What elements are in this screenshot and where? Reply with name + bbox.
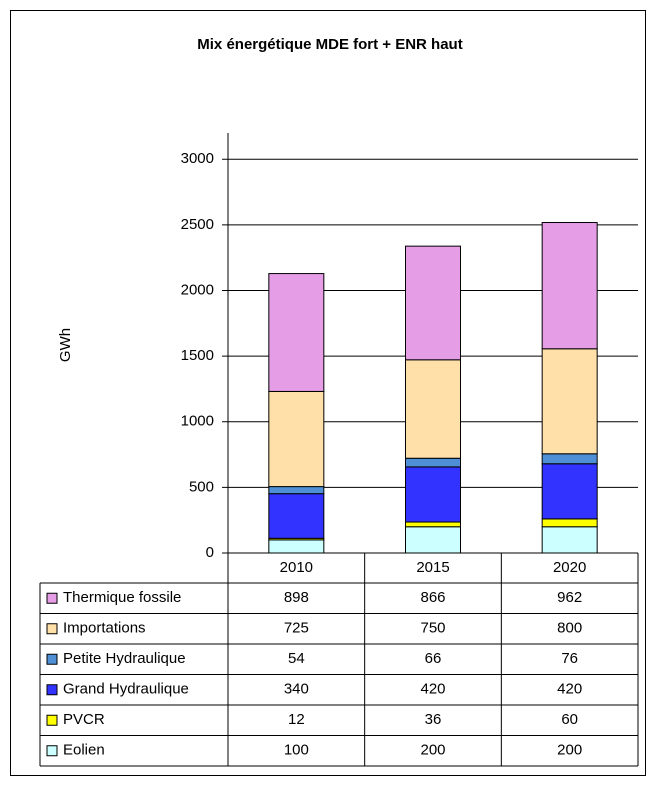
table-value: 340 [284, 681, 309, 698]
x-tick-label: 2015 [416, 559, 449, 576]
y-tick-label: 1000 [181, 413, 214, 430]
bar-segment [268, 273, 325, 392]
legend-key [46, 684, 58, 696]
table-value: 36 [425, 711, 442, 728]
table-value: 962 [557, 589, 582, 606]
legend-key [46, 745, 58, 757]
table-value: 54 [288, 650, 305, 667]
y-tick-label: 0 [206, 544, 214, 561]
legend-key [46, 653, 58, 665]
legend-key [46, 714, 58, 726]
table-value: 866 [420, 589, 445, 606]
bar-segment [405, 466, 461, 523]
table-value: 800 [557, 620, 582, 637]
bar-segment [268, 493, 325, 539]
table-value: 725 [284, 620, 309, 637]
legend-label: Grand Hydraulique [63, 681, 189, 698]
y-axis-label: GWh [57, 328, 74, 362]
bar-segment [405, 245, 461, 361]
table-value: 420 [420, 681, 445, 698]
legend-label: Eolien [63, 742, 105, 759]
bar-segment [541, 526, 598, 554]
legend-key [46, 623, 58, 635]
x-tick-label: 2020 [553, 559, 586, 576]
bar-segment [541, 348, 598, 455]
bar-segment [541, 518, 598, 528]
legend-key [46, 592, 58, 604]
y-tick-label: 3000 [181, 150, 214, 167]
y-tick-label: 2000 [181, 281, 214, 298]
table-value: 420 [557, 681, 582, 698]
table-value: 60 [561, 711, 578, 728]
bar-segment [405, 521, 461, 528]
chart-title: Mix énergétique MDE fort + ENR haut [197, 36, 462, 53]
x-tick-label: 2010 [280, 559, 313, 576]
bar-segment [541, 463, 598, 520]
legend-label: Importations [63, 620, 146, 637]
bar-segment [541, 222, 598, 350]
table-value: 100 [284, 742, 309, 759]
legend-label: Petite Hydraulique [63, 650, 186, 667]
bar-segment [405, 457, 461, 468]
table-value: 898 [284, 589, 309, 606]
table-value: 76 [561, 650, 578, 667]
legend-label: PVCR [63, 711, 105, 728]
y-tick-label: 2500 [181, 216, 214, 233]
chart-frame [10, 10, 646, 776]
bar-segment [268, 539, 325, 554]
table-value: 750 [420, 620, 445, 637]
y-tick-label: 500 [189, 478, 214, 495]
bar-segment [268, 486, 325, 495]
y-tick-label: 1500 [181, 347, 214, 364]
table-value: 200 [420, 742, 445, 759]
bar-segment [541, 453, 598, 465]
table-value: 200 [557, 742, 582, 759]
bar-segment [405, 359, 461, 459]
bar-segment [268, 390, 325, 488]
legend-label: Thermique fossile [63, 589, 181, 606]
bar-segment [405, 526, 461, 554]
table-value: 66 [425, 650, 442, 667]
table-value: 12 [288, 711, 305, 728]
